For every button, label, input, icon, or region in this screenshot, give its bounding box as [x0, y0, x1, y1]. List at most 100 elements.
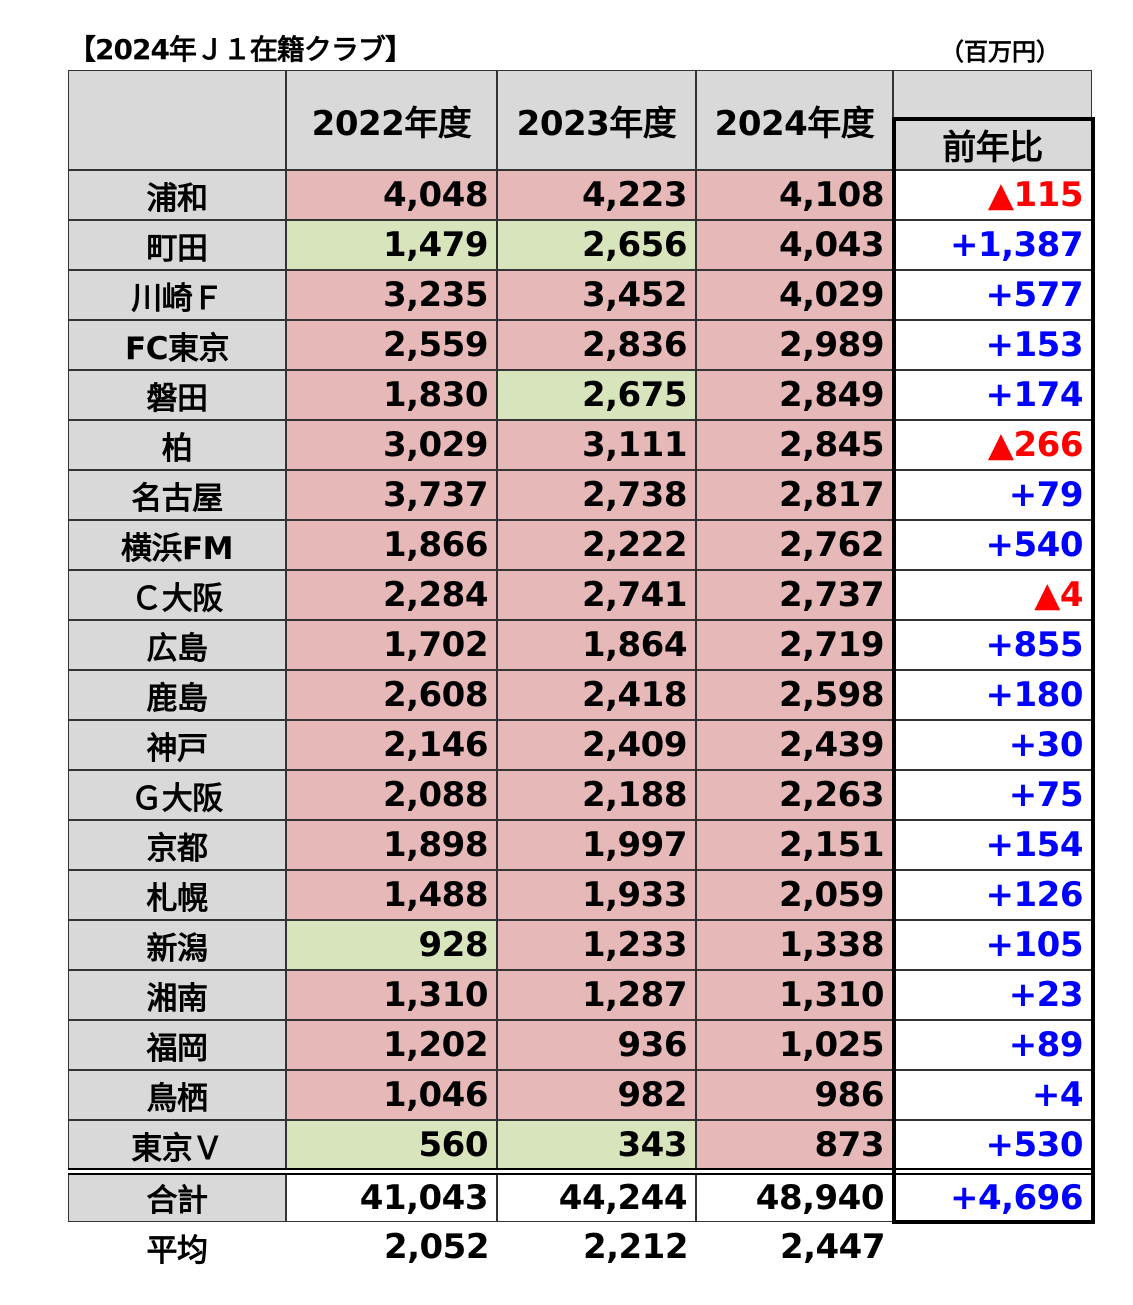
club-name: 新潟: [68, 920, 286, 970]
club-name: 鳥栖: [68, 1070, 286, 1120]
revenue-value: 2,559: [286, 320, 497, 370]
club-name: Ｃ大阪: [68, 570, 286, 620]
club-name: 横浜FM: [68, 520, 286, 570]
revenue-value: 1,702: [286, 620, 497, 670]
revenue-value: 1,233: [497, 920, 696, 970]
change-value: +154: [893, 820, 1092, 870]
revenue-value: 2,817: [696, 470, 893, 520]
club-name: 名古屋: [68, 470, 286, 520]
revenue-value: 1,933: [497, 870, 696, 920]
change-value: +4: [893, 1070, 1092, 1120]
revenue-value: 1,025: [696, 1020, 893, 1070]
revenue-value: 873: [696, 1120, 893, 1170]
revenue-value: 1,864: [497, 620, 696, 670]
revenue-value: 1,287: [497, 970, 696, 1020]
club-name: 札幌: [68, 870, 286, 920]
header-corner: [68, 70, 286, 170]
club-name: 神戸: [68, 720, 286, 770]
revenue-value: 928: [286, 920, 497, 970]
revenue-value: 1,310: [286, 970, 497, 1020]
revenue-value: 3,737: [286, 470, 497, 520]
revenue-value: 2,188: [497, 770, 696, 820]
club-name: 湘南: [68, 970, 286, 1020]
change-value: +174: [893, 370, 1092, 420]
revenue-value: 1,488: [286, 870, 497, 920]
header-year: 2022年度: [286, 70, 497, 170]
change-value: +1,387: [893, 220, 1092, 270]
change-value: +577: [893, 270, 1092, 320]
club-name: 東京Ｖ: [68, 1120, 286, 1170]
club-name: 広島: [68, 620, 286, 670]
revenue-value: 2,741: [497, 570, 696, 620]
change-value: +79: [893, 470, 1092, 520]
total-change: +4,696: [893, 1173, 1092, 1222]
revenue-value: 4,108: [696, 170, 893, 220]
revenue-value: 2,418: [497, 670, 696, 720]
revenue-value: 3,452: [497, 270, 696, 320]
revenue-value: 2,762: [696, 520, 893, 570]
club-name: Ｇ大阪: [68, 770, 286, 820]
club-name: 町田: [68, 220, 286, 270]
header-filler: [893, 70, 1092, 120]
change-value: ▲115: [893, 170, 1092, 220]
total-value: 48,940: [696, 1173, 893, 1222]
change-value: +89: [893, 1020, 1092, 1070]
average-value: 2,447: [779, 1227, 886, 1267]
revenue-value: 1,202: [286, 1020, 497, 1070]
revenue-value: 4,223: [497, 170, 696, 220]
revenue-value: 982: [497, 1070, 696, 1120]
total-label: 合計: [68, 1173, 286, 1222]
change-value: ▲266: [893, 420, 1092, 470]
double-divider: [68, 1168, 1092, 1175]
change-value: +540: [893, 520, 1092, 570]
revenue-value: 1,898: [286, 820, 497, 870]
average-value: 2,052: [383, 1227, 490, 1267]
revenue-value: 1,830: [286, 370, 497, 420]
change-value: +30: [893, 720, 1092, 770]
revenue-value: 1,866: [286, 520, 497, 570]
revenue-value: 2,439: [696, 720, 893, 770]
revenue-value: 986: [696, 1070, 893, 1120]
revenue-value: 2,836: [497, 320, 696, 370]
revenue-value: 4,048: [286, 170, 497, 220]
revenue-value: 2,608: [286, 670, 497, 720]
revenue-value: 1,479: [286, 220, 497, 270]
club-name: 柏: [68, 420, 286, 470]
revenue-value: 1,338: [696, 920, 893, 970]
revenue-value: 2,059: [696, 870, 893, 920]
change-value: +855: [893, 620, 1092, 670]
club-name: 京都: [68, 820, 286, 870]
change-value: +530: [893, 1120, 1092, 1170]
revenue-value: 1,997: [497, 820, 696, 870]
revenue-value: 2,598: [696, 670, 893, 720]
unit-label: （百万円）: [940, 38, 1060, 66]
header-year: 2024年度: [696, 70, 893, 170]
table-title: 【2024年Ｊ１在籍クラブ】: [68, 33, 413, 66]
average-label: 平均: [146, 1232, 209, 1269]
revenue-value: 3,111: [497, 420, 696, 470]
revenue-value: 2,409: [497, 720, 696, 770]
revenue-value: 2,263: [696, 770, 893, 820]
revenue-value: 2,146: [286, 720, 497, 770]
revenue-value: 343: [497, 1120, 696, 1170]
revenue-value: 2,222: [497, 520, 696, 570]
revenue-value: 2,656: [497, 220, 696, 270]
revenue-value: 2,845: [696, 420, 893, 470]
revenue-value: 3,235: [286, 270, 497, 320]
revenue-value: 1,310: [696, 970, 893, 1020]
change-value: ▲4: [893, 570, 1092, 620]
revenue-value: 2,088: [286, 770, 497, 820]
average-value: 2,212: [582, 1227, 689, 1267]
revenue-value: 560: [286, 1120, 497, 1170]
club-name: 福岡: [68, 1020, 286, 1070]
change-value: +153: [893, 320, 1092, 370]
club-name: 磐田: [68, 370, 286, 420]
revenue-value: 2,151: [696, 820, 893, 870]
revenue-value: 2,719: [696, 620, 893, 670]
revenue-value: 3,029: [286, 420, 497, 470]
revenue-value: 2,284: [286, 570, 497, 620]
change-value: +23: [893, 970, 1092, 1020]
change-value: +180: [893, 670, 1092, 720]
total-value: 41,043: [286, 1173, 497, 1222]
revenue-value: 2,989: [696, 320, 893, 370]
